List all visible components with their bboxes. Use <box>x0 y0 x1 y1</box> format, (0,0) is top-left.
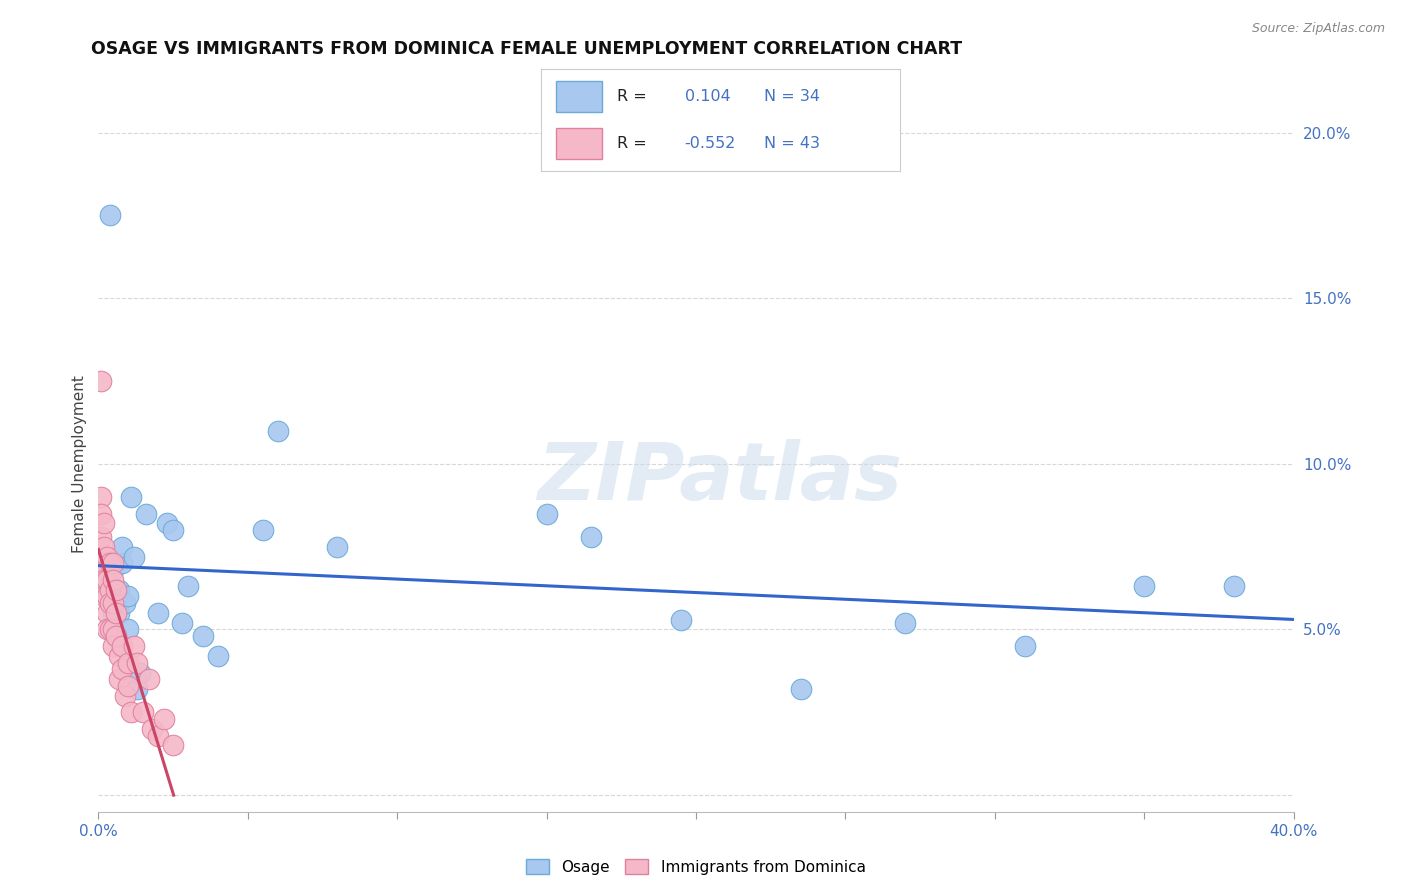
Point <box>267 424 290 438</box>
Point <box>103 623 125 637</box>
Point <box>124 549 146 564</box>
Point <box>90 530 112 544</box>
Point <box>105 582 128 597</box>
Point <box>1133 579 1156 593</box>
Point <box>789 682 811 697</box>
Point <box>108 582 131 597</box>
Point <box>162 523 184 537</box>
Point <box>148 729 170 743</box>
Point <box>96 573 118 587</box>
Point <box>1014 639 1036 653</box>
Point <box>96 590 118 604</box>
Point <box>90 563 112 577</box>
Point <box>103 606 125 620</box>
Point <box>114 596 136 610</box>
Point <box>127 656 149 670</box>
Point <box>90 374 112 388</box>
Point <box>98 623 122 637</box>
Point <box>103 639 125 653</box>
Point <box>135 507 157 521</box>
Point <box>124 639 146 653</box>
Point <box>103 563 125 577</box>
Point <box>536 507 558 521</box>
Point <box>117 679 139 693</box>
Point <box>129 665 152 680</box>
Legend: Osage, Immigrants from Dominica: Osage, Immigrants from Dominica <box>520 853 872 880</box>
Point <box>103 556 125 570</box>
Point <box>111 556 134 570</box>
Point <box>156 516 179 531</box>
Point <box>120 706 142 720</box>
Point <box>93 540 115 554</box>
Point <box>172 615 194 630</box>
Point <box>114 689 136 703</box>
Point <box>153 712 176 726</box>
Point <box>105 606 128 620</box>
Text: -0.552: -0.552 <box>685 136 737 151</box>
Point <box>894 615 917 630</box>
Point <box>111 662 134 676</box>
Y-axis label: Female Unemployment: Female Unemployment <box>72 375 87 553</box>
Text: R =: R = <box>617 136 647 151</box>
Text: ZIPatlas: ZIPatlas <box>537 439 903 516</box>
Point <box>90 507 112 521</box>
Text: OSAGE VS IMMIGRANTS FROM DOMINICA FEMALE UNEMPLOYMENT CORRELATION CHART: OSAGE VS IMMIGRANTS FROM DOMINICA FEMALE… <box>91 40 963 58</box>
Point <box>669 613 692 627</box>
Point <box>581 530 603 544</box>
Point <box>90 490 112 504</box>
Point <box>252 523 274 537</box>
Point <box>98 596 122 610</box>
Text: 0.104: 0.104 <box>685 89 731 103</box>
Point <box>93 573 115 587</box>
Point <box>120 490 142 504</box>
Point <box>138 672 160 686</box>
Point <box>1223 579 1246 593</box>
FancyBboxPatch shape <box>555 81 602 112</box>
Point <box>191 629 214 643</box>
Text: Source: ZipAtlas.com: Source: ZipAtlas.com <box>1251 22 1385 36</box>
Point <box>98 582 122 597</box>
Point <box>141 722 163 736</box>
Point <box>326 540 349 554</box>
Point <box>117 623 139 637</box>
Text: N = 43: N = 43 <box>763 136 820 151</box>
Point <box>108 648 131 663</box>
Point <box>96 606 118 620</box>
Point <box>162 739 184 753</box>
Point <box>108 672 131 686</box>
Point <box>96 549 118 564</box>
Point <box>207 648 229 663</box>
Point <box>105 629 128 643</box>
Point <box>177 579 200 593</box>
FancyBboxPatch shape <box>555 128 602 159</box>
Point <box>93 516 115 531</box>
Point <box>93 556 115 570</box>
Point <box>111 639 134 653</box>
Point <box>98 556 122 570</box>
Text: N = 34: N = 34 <box>763 89 820 103</box>
Point <box>117 656 139 670</box>
Point <box>93 590 115 604</box>
Point <box>148 606 170 620</box>
Point <box>108 606 131 620</box>
Text: R =: R = <box>617 89 647 103</box>
Point <box>132 706 155 720</box>
Point <box>127 682 149 697</box>
Point <box>105 629 128 643</box>
Point <box>117 590 139 604</box>
Point <box>103 596 125 610</box>
Point <box>103 573 125 587</box>
Point <box>98 208 122 222</box>
Point <box>96 623 118 637</box>
Point <box>111 540 134 554</box>
